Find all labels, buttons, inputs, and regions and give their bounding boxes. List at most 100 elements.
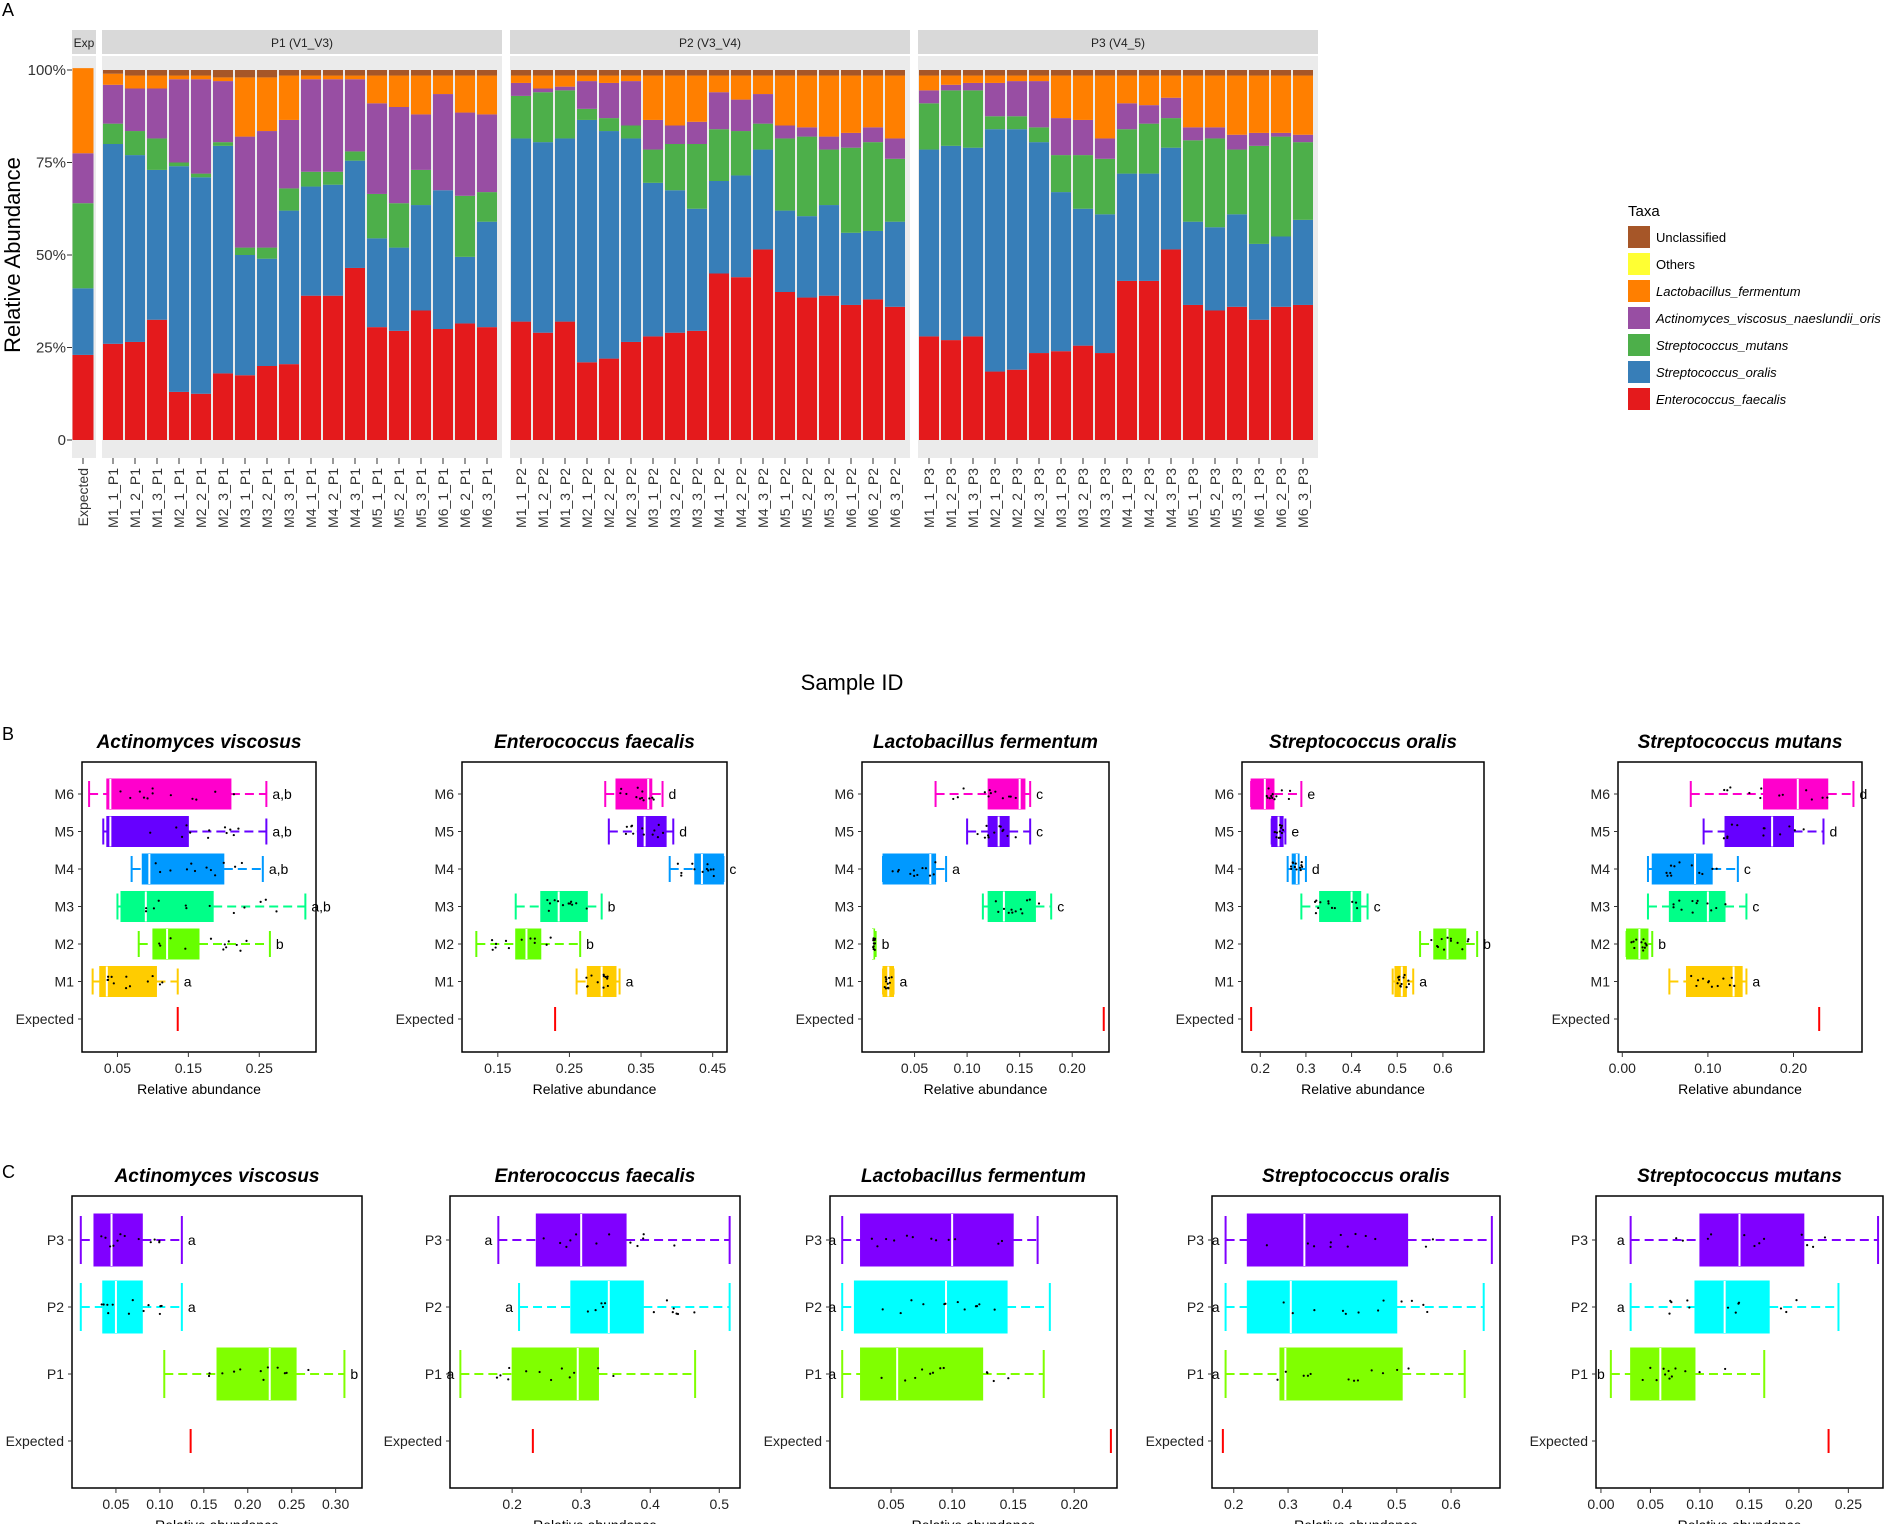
data-point	[190, 862, 193, 865]
x-tick-label: M1_1_P3	[921, 468, 937, 528]
data-point	[676, 1312, 680, 1316]
bar-segment	[985, 371, 1005, 440]
bar-segment	[103, 123, 123, 144]
data-point	[630, 825, 633, 828]
y-tick-label: 50%	[36, 247, 66, 264]
bar-segment	[1271, 136, 1291, 237]
data-point	[1670, 1375, 1673, 1378]
bar-segment	[941, 145, 961, 341]
data-point	[1370, 1369, 1373, 1372]
bar-segment	[687, 144, 707, 209]
bar-segment	[1249, 70, 1269, 76]
bar-segment	[1161, 70, 1181, 76]
x-tick-label: M4_1_P3	[1119, 468, 1135, 528]
x-tick-label: M1_2_P3	[943, 468, 959, 528]
significance-letter: a	[952, 861, 960, 877]
significance-letter: c	[1057, 899, 1064, 915]
category-label: Expected	[6, 1433, 64, 1449]
data-point	[565, 1245, 568, 1248]
x-tick-label: M2_2_P3	[1009, 468, 1025, 528]
x-axis-title: Relative abundance	[137, 1081, 261, 1097]
bar-segment	[819, 75, 839, 137]
bar-segment	[1227, 214, 1247, 307]
data-point	[237, 827, 240, 830]
data-point	[1726, 836, 1729, 840]
data-point	[1301, 865, 1304, 868]
category-label: M5	[55, 824, 75, 840]
data-point	[1726, 1306, 1730, 1309]
bar-segment	[301, 79, 321, 172]
bar-segment	[169, 391, 189, 440]
data-point	[963, 1308, 966, 1311]
data-point	[932, 873, 935, 876]
bar-segment	[411, 205, 431, 311]
data-point	[1327, 902, 1330, 905]
significance-letter: a	[828, 1366, 836, 1382]
data-point	[1709, 1233, 1713, 1236]
data-point	[185, 824, 188, 827]
data-point	[110, 975, 113, 979]
significance-letter: a	[1419, 974, 1427, 990]
x-tick-label: 0.05	[877, 1496, 904, 1512]
bar-segment	[323, 75, 343, 80]
bar-segment	[919, 103, 939, 150]
data-point	[709, 868, 712, 871]
x-tick-label: M3_1_P3	[1053, 468, 1069, 528]
significance-letter: d	[679, 824, 687, 840]
legend-label: Streptococcus_oralis	[1656, 365, 1777, 380]
bar-segment	[511, 321, 531, 440]
data-point	[102, 1303, 105, 1306]
data-point	[131, 1299, 134, 1302]
data-point	[608, 1233, 611, 1236]
category-label: M4	[835, 861, 855, 877]
data-point	[491, 948, 494, 951]
bar-segment	[621, 125, 641, 139]
box	[93, 1213, 143, 1267]
data-point	[1675, 1237, 1678, 1240]
x-tick-label: M5_1_P1	[369, 468, 385, 528]
bar-segment	[577, 81, 597, 109]
bar-segment	[169, 166, 189, 392]
data-point	[189, 831, 192, 834]
legend-swatch	[1628, 388, 1650, 410]
y-tick-label: 75%	[36, 155, 66, 172]
data-point	[1347, 1378, 1350, 1381]
data-point	[1400, 982, 1403, 986]
data-point	[529, 937, 532, 940]
data-point	[262, 1378, 265, 1381]
data-point	[1706, 902, 1709, 905]
bar-segment	[1073, 345, 1093, 440]
data-point	[154, 862, 157, 865]
data-point	[1431, 1238, 1434, 1241]
x-tick-label: M6_1_P1	[435, 468, 451, 528]
bar-segment	[103, 70, 123, 74]
data-point	[1743, 1233, 1746, 1237]
bar-segment	[919, 90, 939, 104]
category-label: Expected	[1530, 1433, 1588, 1449]
bar-segment	[511, 75, 531, 83]
x-tick-label: 0.3	[1296, 1060, 1316, 1076]
data-point	[1734, 1311, 1737, 1314]
data-point	[1374, 1237, 1377, 1241]
data-point	[1398, 975, 1401, 978]
data-point	[1678, 899, 1681, 902]
bar-segment	[1293, 70, 1313, 76]
legend-swatch	[1628, 307, 1650, 329]
data-point	[712, 868, 715, 871]
x-tick-label: M2_3_P2	[623, 468, 639, 528]
category-label: M6	[435, 786, 455, 802]
bar-segment	[841, 70, 861, 76]
data-point	[913, 874, 916, 877]
data-point	[240, 861, 243, 865]
bar-segment	[323, 295, 343, 440]
data-point	[494, 946, 497, 949]
data-point	[185, 868, 189, 871]
bar-segment	[1205, 310, 1225, 440]
significance-letter: a	[828, 1232, 836, 1248]
data-point	[214, 874, 217, 877]
x-tick-label: M6_3_P2	[887, 468, 903, 528]
x-tick-label: M4_3_P2	[755, 468, 771, 528]
bar-segment	[1007, 129, 1027, 370]
x-axis-title: Relative abundance	[912, 1517, 1036, 1524]
bar-segment	[433, 94, 453, 191]
